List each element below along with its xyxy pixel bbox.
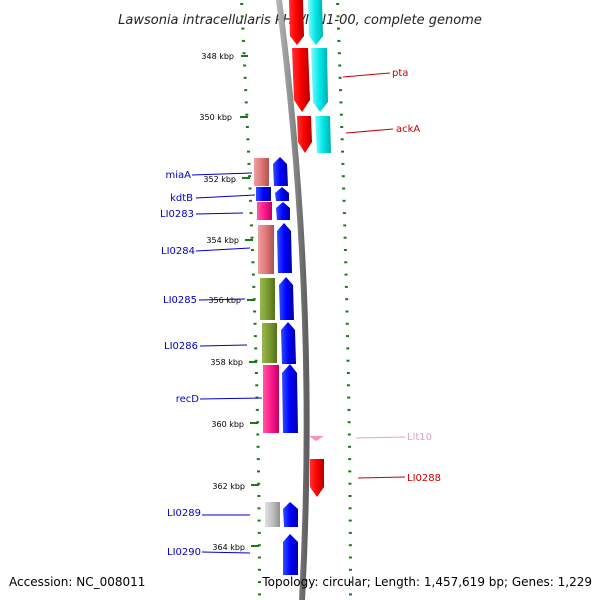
gene-label-li0288: LI0288 [407, 473, 441, 484]
track-dotted-rings [240, 3, 352, 596]
gene-label-li0286: LI0286 [164, 341, 198, 352]
gene-label-li0283: LI0283 [160, 209, 194, 220]
cds-feature-recd [282, 364, 298, 433]
cds-feature-li0284 [277, 223, 292, 273]
cds-feature-li0289 [283, 502, 298, 527]
cds-feature-pta [292, 48, 310, 112]
cog-feature-li0283 [257, 202, 272, 220]
cog-feature-li0284 [258, 225, 274, 274]
genome-summary-text: Topology: circular; Length: 1,457,619 bp… [261, 575, 592, 589]
cog-feature-kdtb [256, 187, 271, 201]
gene-label-li0289: LI0289 [167, 508, 201, 519]
cog-feature-acka [315, 116, 331, 153]
cog-feature [308, 0, 323, 45]
gene-label-recd: recD [176, 394, 200, 405]
cds-feature-kdtb [275, 187, 289, 201]
gene-label-li0290: LI0290 [167, 547, 201, 558]
reverse-cds-track [273, 157, 298, 575]
scale-label-354: 354 kbp [206, 236, 239, 245]
cds-feature-li0283 [276, 202, 290, 220]
cds-feature-li0290 [283, 534, 298, 575]
cog-feature-miaa [254, 158, 269, 186]
gene-label-miaa: miaA [166, 170, 192, 181]
scale-label-350: 350 kbp [199, 113, 232, 122]
cds-feature-li0288 [310, 459, 324, 497]
gene-label-li0285: LI0285 [163, 295, 197, 306]
kbp-scale: 348 kbp 350 kbp 352 kbp 354 kbp 356 kbp … [199, 52, 259, 552]
scale-label-364: 364 kbp [212, 543, 245, 552]
genome-backbone [276, 0, 310, 600]
cog-feature-li0286 [262, 323, 277, 363]
scale-label-360: 360 kbp [211, 420, 244, 429]
gene-label-llt10: Llt10 [407, 432, 432, 443]
trna-feature-llt10 [309, 436, 324, 441]
forward-cog-track [308, 0, 331, 153]
reverse-cog-track [254, 158, 280, 527]
cog-feature-recd [263, 365, 279, 433]
gene-labels: pta ackA miaA kdtB LI0283 LI0284 LI0285 … [160, 68, 441, 558]
gene-label-li0284: LI0284 [161, 246, 195, 257]
forward-cds-track [289, 0, 324, 497]
cds-feature-miaa [273, 157, 288, 186]
scale-label-362: 362 kbp [212, 482, 245, 491]
gene-label-acka: ackA [396, 124, 420, 135]
scale-label-356: 356 kbp [208, 296, 241, 305]
cog-feature-li0285 [260, 278, 275, 320]
cog-feature-pta [311, 48, 328, 112]
cds-feature-li0286 [281, 322, 296, 364]
accession-text: Accession: NC_008011 [9, 575, 145, 589]
cog-feature-li0289 [265, 502, 280, 527]
label-leaders [191, 72, 406, 554]
scale-label-352: 352 kbp [203, 175, 236, 184]
cds-feature [289, 0, 304, 45]
cds-feature-li0285 [279, 277, 294, 320]
gene-label-kdtb: kdtB [170, 193, 193, 204]
cds-feature-acka [297, 116, 312, 153]
gene-label-pta: pta [392, 68, 408, 79]
scale-label-358: 358 kbp [210, 358, 243, 367]
scale-label-348: 348 kbp [201, 52, 234, 61]
